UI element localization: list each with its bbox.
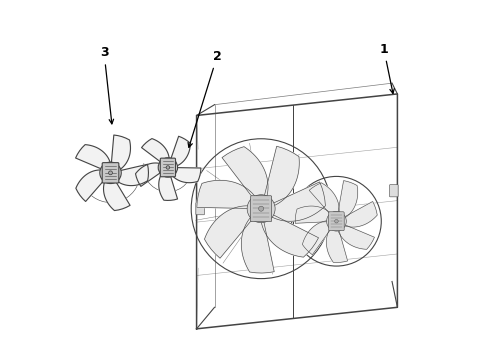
FancyBboxPatch shape [329,212,344,231]
Polygon shape [111,135,130,171]
Polygon shape [343,202,377,227]
Polygon shape [270,182,325,221]
Polygon shape [204,206,254,258]
Polygon shape [242,216,274,273]
Polygon shape [170,167,201,183]
Polygon shape [302,221,332,255]
Text: 3: 3 [100,46,114,124]
Polygon shape [261,214,318,257]
Polygon shape [309,183,339,216]
Polygon shape [142,139,169,164]
Circle shape [109,171,112,175]
FancyBboxPatch shape [196,203,204,215]
Polygon shape [338,224,374,249]
Polygon shape [103,178,130,211]
Circle shape [158,158,177,177]
Polygon shape [197,180,256,208]
Polygon shape [170,136,191,167]
Polygon shape [295,206,332,223]
Circle shape [100,162,121,184]
Text: 2: 2 [188,50,221,147]
Polygon shape [264,146,299,206]
Polygon shape [159,171,177,201]
FancyBboxPatch shape [160,158,175,177]
FancyBboxPatch shape [250,196,271,222]
Polygon shape [222,147,268,199]
Polygon shape [338,181,358,219]
FancyBboxPatch shape [390,185,398,197]
Circle shape [326,211,346,231]
Polygon shape [114,164,148,186]
Circle shape [166,166,170,169]
Circle shape [259,206,264,211]
FancyBboxPatch shape [102,163,119,183]
Text: 1: 1 [379,43,394,94]
Polygon shape [76,170,106,202]
Polygon shape [75,145,111,170]
Circle shape [335,220,338,223]
Polygon shape [326,226,347,262]
Polygon shape [136,163,163,186]
Circle shape [247,195,275,223]
